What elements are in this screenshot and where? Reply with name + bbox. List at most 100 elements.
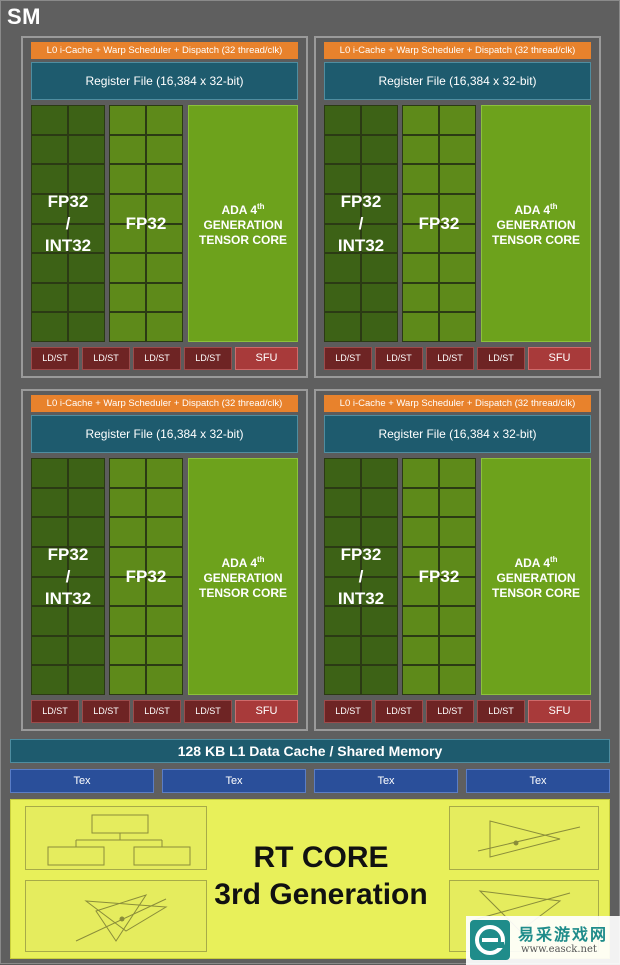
rt-triangle-panel (25, 880, 207, 952)
core-cell (110, 547, 145, 576)
triangle-intersection-icon (75, 894, 168, 942)
core-cell (110, 165, 145, 193)
core-cell (325, 666, 360, 694)
core-cell (440, 607, 475, 635)
fp32-int32-cores (31, 458, 105, 695)
core-cell (325, 518, 360, 546)
core-cell (110, 224, 145, 253)
core-cell (110, 636, 145, 665)
fp32-cores (402, 458, 476, 695)
core-cell (403, 106, 438, 134)
core-cell (32, 488, 67, 517)
core-cell (147, 518, 182, 546)
core-cell (147, 283, 182, 312)
core-cell (69, 577, 104, 606)
ldst-unit: LD/ST (31, 700, 79, 723)
core-cell (110, 459, 145, 487)
core-cell (362, 518, 397, 546)
core-cell (440, 224, 475, 253)
core-cell (403, 577, 438, 606)
tensor-line1: ADA 4th (221, 199, 264, 218)
core-cell (69, 165, 104, 193)
core-cell (440, 518, 475, 546)
core-cell (147, 547, 182, 576)
core-cell (403, 488, 438, 517)
core-cell (440, 165, 475, 193)
core-cell (403, 224, 438, 253)
core-cell (69, 283, 104, 312)
processing-block: L0 i-Cache + Warp Scheduler + Dispatch (… (21, 36, 308, 378)
core-cell (32, 283, 67, 312)
tensor-line1-text: ADA 4 (514, 556, 550, 570)
core-cell (110, 283, 145, 312)
sfu-unit: SFU (528, 347, 591, 370)
watermark-chinese: 易采游戏网 (518, 925, 609, 944)
core-cell (147, 194, 182, 223)
core-cell (362, 254, 397, 282)
tensor-line3: TENSOR CORE (491, 586, 580, 600)
sfu-unit: SFU (235, 700, 298, 723)
core-cell (110, 135, 145, 164)
core-cell (69, 518, 104, 546)
core-cell (325, 313, 360, 341)
l0-icache-scheduler: L0 i-Cache + Warp Scheduler + Dispatch (… (324, 395, 591, 412)
processing-block: L0 i-Cache + Warp Scheduler + Dispatch (… (314, 389, 601, 731)
register-file: Register File (16,384 x 32-bit) (324, 415, 591, 453)
core-cell (440, 459, 475, 487)
core-cell (362, 224, 397, 253)
ldst-unit: LD/ST (375, 347, 423, 370)
ldst-unit: LD/ST (324, 347, 372, 370)
core-cell (440, 106, 475, 134)
sm-title: SM (7, 4, 41, 29)
tensor-core: ADA 4th GENERATION TENSOR CORE (188, 105, 298, 342)
core-cell (403, 547, 438, 576)
core-cell (325, 283, 360, 312)
tensor-core: ADA 4th GENERATION TENSOR CORE (481, 105, 591, 342)
core-cell (440, 283, 475, 312)
core-cell (362, 313, 397, 341)
core-cell (362, 636, 397, 665)
register-file: Register File (16,384 x 32-bit) (31, 62, 298, 100)
ldst-unit: LD/ST (82, 700, 130, 723)
core-cell (147, 254, 182, 282)
ldst-unit: LD/ST (477, 347, 525, 370)
ldst-unit: LD/ST (82, 347, 130, 370)
core-cell (362, 666, 397, 694)
core-cell (403, 254, 438, 282)
core-cell (69, 636, 104, 665)
core-cell (325, 194, 360, 223)
core-cell (362, 577, 397, 606)
ldst-unit: LD/ST (133, 700, 181, 723)
core-cell (147, 577, 182, 606)
l0-icache-scheduler: L0 i-Cache + Warp Scheduler + Dispatch (… (324, 42, 591, 59)
core-cell (32, 135, 67, 164)
core-cell (110, 488, 145, 517)
tensor-line2: GENERATION (496, 218, 576, 232)
tensor-sup: th (550, 555, 558, 564)
fp32-int32-cores (324, 458, 398, 695)
core-cell (403, 518, 438, 546)
core-cell (32, 165, 67, 193)
tex-unit: Tex (314, 769, 458, 793)
fp32-cores (109, 105, 183, 342)
ldst-unit: LD/ST (375, 700, 423, 723)
watermark-url: www.easck.net (521, 944, 597, 955)
core-cell (403, 165, 438, 193)
fp32-int32-cores (31, 105, 105, 342)
core-cell (69, 666, 104, 694)
core-cell (325, 106, 360, 134)
core-cell (325, 254, 360, 282)
core-cell (32, 666, 67, 694)
core-cell (32, 194, 67, 223)
core-cell (69, 313, 104, 341)
fp32-cores (402, 105, 476, 342)
rt-bvh-panel (25, 806, 207, 870)
e-logo-icon (475, 925, 505, 955)
core-cell (403, 194, 438, 223)
core-cell (110, 577, 145, 606)
core-cell (362, 194, 397, 223)
core-cell (110, 518, 145, 546)
core-cell (403, 459, 438, 487)
core-cell (362, 547, 397, 576)
